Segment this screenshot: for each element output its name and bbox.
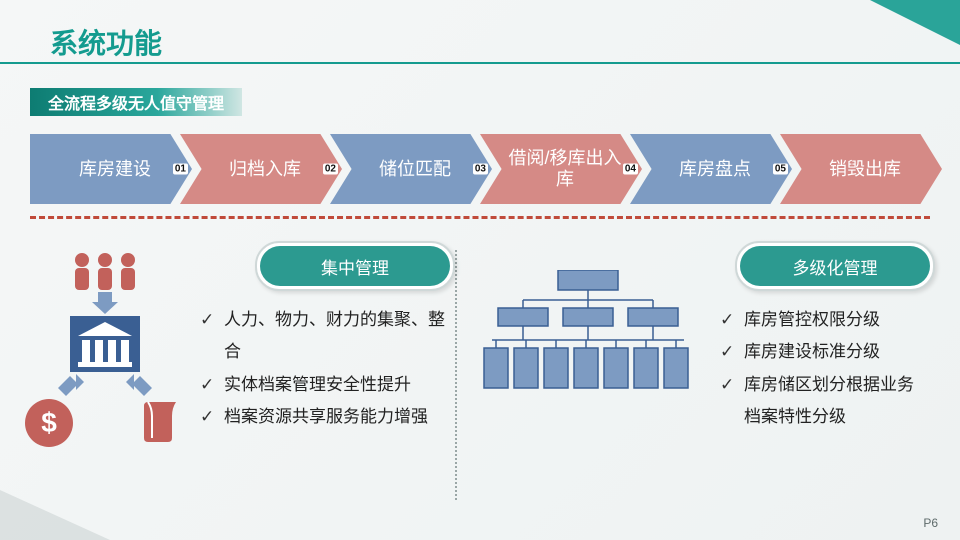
title-underline bbox=[0, 62, 960, 64]
flow-step: 库房盘点05 bbox=[630, 134, 792, 204]
page-number: P6 bbox=[923, 516, 938, 530]
corner-accent-tr bbox=[870, 0, 960, 45]
bullet-item: 库房管控权限分级 bbox=[720, 304, 930, 336]
vertical-dotted-divider bbox=[455, 250, 457, 500]
page-title: 系统功能 bbox=[50, 22, 162, 62]
flow-step-label: 库房盘点 bbox=[630, 134, 792, 204]
right-pill: 多级化管理 bbox=[740, 246, 930, 286]
flow-step-number: 04 bbox=[623, 164, 638, 175]
arrow-down-icon bbox=[92, 292, 118, 314]
flow-step: 借阅/移库出入库04 bbox=[480, 134, 642, 204]
pill-inner: 多级化管理 bbox=[740, 246, 930, 286]
flow-step: 储位匹配03 bbox=[330, 134, 492, 204]
pill-inner: 集中管理 bbox=[260, 246, 450, 286]
flow-step-label: 借阅/移库出入库 bbox=[480, 134, 642, 204]
flow-step-number: 02 bbox=[323, 164, 338, 175]
left-bullets: 人力、物力、财力的集聚、整合实体档案管理安全性提升档案资源共享服务能力增强 bbox=[200, 304, 450, 433]
bullet-item: 实体档案管理安全性提升 bbox=[200, 369, 450, 401]
icon-cluster: $ bbox=[30, 250, 180, 480]
flow-step-number: 05 bbox=[773, 164, 788, 175]
arrow-dr-icon bbox=[126, 374, 152, 400]
bullet-item: 档案资源共享服务能力增强 bbox=[200, 401, 450, 433]
flow-step-number: 01 bbox=[173, 164, 188, 175]
dollar-icon: $ bbox=[24, 398, 74, 448]
book-icon bbox=[138, 398, 184, 444]
flow-step-label: 库房建设 bbox=[30, 134, 192, 204]
dashed-divider bbox=[30, 216, 930, 219]
process-flow: 库房建设01归档入库02储位匹配03借阅/移库出入库04库房盘点05销毁出库 bbox=[30, 134, 930, 204]
flow-step-label: 销毁出库 bbox=[780, 134, 942, 204]
right-bullets: 库房管控权限分级库房建设标准分级库房储区划分根据业务档案特性分级 bbox=[720, 304, 930, 433]
bullet-item: 人力、物力、财力的集聚、整合 bbox=[200, 304, 450, 369]
bullet-item: 库房储区划分根据业务档案特性分级 bbox=[720, 369, 930, 434]
svg-text:$: $ bbox=[41, 407, 57, 438]
flow-step-label: 储位匹配 bbox=[330, 134, 492, 204]
flow-step: 归档入库02 bbox=[180, 134, 342, 204]
subtitle-band: 全流程多级无人值守管理 bbox=[30, 88, 242, 116]
bullet-item: 库房建设标准分级 bbox=[720, 336, 930, 368]
flow-step-number: 03 bbox=[473, 164, 488, 175]
left-pill: 集中管理 bbox=[260, 246, 450, 286]
people-icon bbox=[72, 250, 138, 292]
bank-icon bbox=[70, 316, 140, 376]
hierarchy-diagram bbox=[478, 270, 698, 400]
flow-step: 销毁出库 bbox=[780, 134, 942, 204]
flow-step-label: 归档入库 bbox=[180, 134, 342, 204]
arrow-dl-icon bbox=[58, 374, 84, 400]
flow-step: 库房建设01 bbox=[30, 134, 192, 204]
